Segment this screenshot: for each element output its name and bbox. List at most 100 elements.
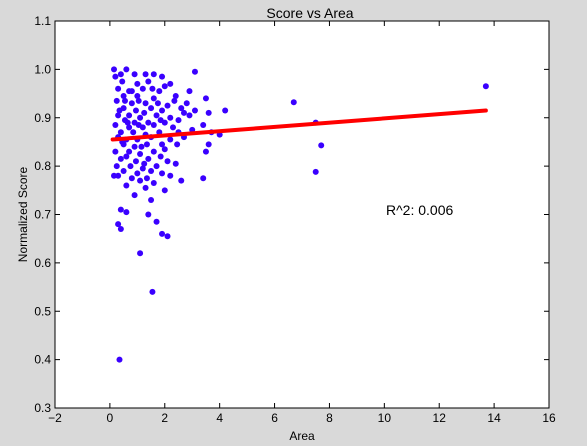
data-point (116, 356, 123, 363)
data-point (143, 141, 150, 148)
data-point (205, 141, 212, 148)
data-point (115, 172, 122, 179)
data-point (164, 102, 171, 109)
data-point (145, 155, 152, 162)
data-point (115, 112, 122, 119)
x-axis: −2 0 2 4 6 8 10 12 14 16 (48, 21, 556, 425)
data-point (131, 71, 138, 78)
data-point (145, 211, 152, 218)
data-point (149, 288, 156, 295)
data-point (205, 109, 212, 116)
data-point (127, 163, 134, 170)
data-point (121, 97, 128, 104)
data-point (161, 146, 168, 153)
data-point (116, 107, 123, 114)
data-point (183, 100, 190, 107)
data-point (139, 165, 146, 172)
data-point (145, 78, 152, 85)
x-axis-label: Area (289, 429, 315, 443)
data-point (134, 80, 141, 87)
data-point (172, 160, 179, 167)
data-point (128, 88, 135, 95)
data-point (141, 109, 148, 116)
plot-area (54, 20, 550, 409)
data-point (186, 88, 193, 95)
data-point (150, 122, 157, 129)
data-point (124, 119, 131, 126)
data-point (131, 192, 138, 199)
data-point (178, 105, 185, 112)
data-point (149, 85, 156, 92)
data-point (145, 119, 152, 126)
data-point (157, 117, 164, 124)
data-points (111, 66, 489, 363)
data-point (142, 100, 149, 107)
data-point (117, 71, 124, 78)
data-point (482, 83, 489, 90)
data-point (150, 71, 157, 78)
data-point (167, 80, 174, 87)
x-tick-label: 2 (161, 411, 168, 425)
data-point (123, 182, 130, 189)
data-point (172, 92, 179, 99)
data-point (200, 175, 207, 182)
data-point (156, 129, 163, 136)
data-point (115, 221, 122, 228)
data-point (150, 148, 157, 155)
data-point (200, 122, 207, 129)
y-tick-label: 0.7 (34, 208, 51, 222)
y-tick-label: 0.6 (34, 256, 51, 270)
data-point (161, 187, 168, 194)
data-point (157, 153, 164, 160)
data-point (135, 97, 142, 104)
data-point (117, 226, 124, 233)
x-tick-label: 16 (542, 411, 556, 425)
data-point (167, 172, 174, 179)
data-point (164, 158, 171, 165)
data-point (134, 170, 141, 177)
data-point (117, 206, 124, 213)
data-point (180, 109, 187, 116)
data-point (167, 114, 174, 121)
data-point (142, 184, 149, 191)
r-squared-annotation: R^2: 0.006 (386, 202, 453, 218)
x-tick-label: 14 (487, 411, 501, 425)
data-point (142, 71, 149, 78)
data-point (141, 160, 148, 167)
data-point (153, 218, 160, 225)
y-tick-label: 0.5 (34, 304, 51, 318)
data-point (126, 148, 133, 155)
x-tick-label: 10 (378, 411, 392, 425)
data-point (132, 158, 139, 165)
data-point (154, 100, 161, 107)
x-tick-label: 8 (326, 411, 333, 425)
data-point (186, 112, 193, 119)
y-axis: 0.3 0.4 0.5 0.6 0.7 0.8 0.9 1.0 1.1 (34, 14, 549, 415)
data-point (156, 88, 163, 95)
data-point (153, 163, 160, 170)
data-point (175, 117, 182, 124)
data-point (174, 141, 181, 148)
data-point (138, 143, 145, 150)
data-point (318, 142, 325, 149)
y-axis-label: Normalized Score (16, 166, 30, 262)
data-point (135, 122, 142, 129)
data-point (202, 95, 209, 102)
chart-title: Score vs Area (266, 5, 353, 21)
data-point (111, 172, 118, 179)
data-point (112, 148, 119, 155)
data-point (123, 153, 130, 160)
data-point (137, 151, 144, 158)
x-tick-label: 6 (271, 411, 278, 425)
data-point (117, 129, 124, 136)
data-point (202, 148, 209, 155)
data-point (161, 83, 168, 90)
data-point (112, 122, 119, 129)
data-point (171, 97, 178, 104)
data-point (128, 100, 135, 107)
data-point (126, 112, 133, 119)
data-point (111, 66, 118, 73)
y-tick-label: 1.1 (34, 14, 51, 28)
regression-line (110, 108, 488, 142)
